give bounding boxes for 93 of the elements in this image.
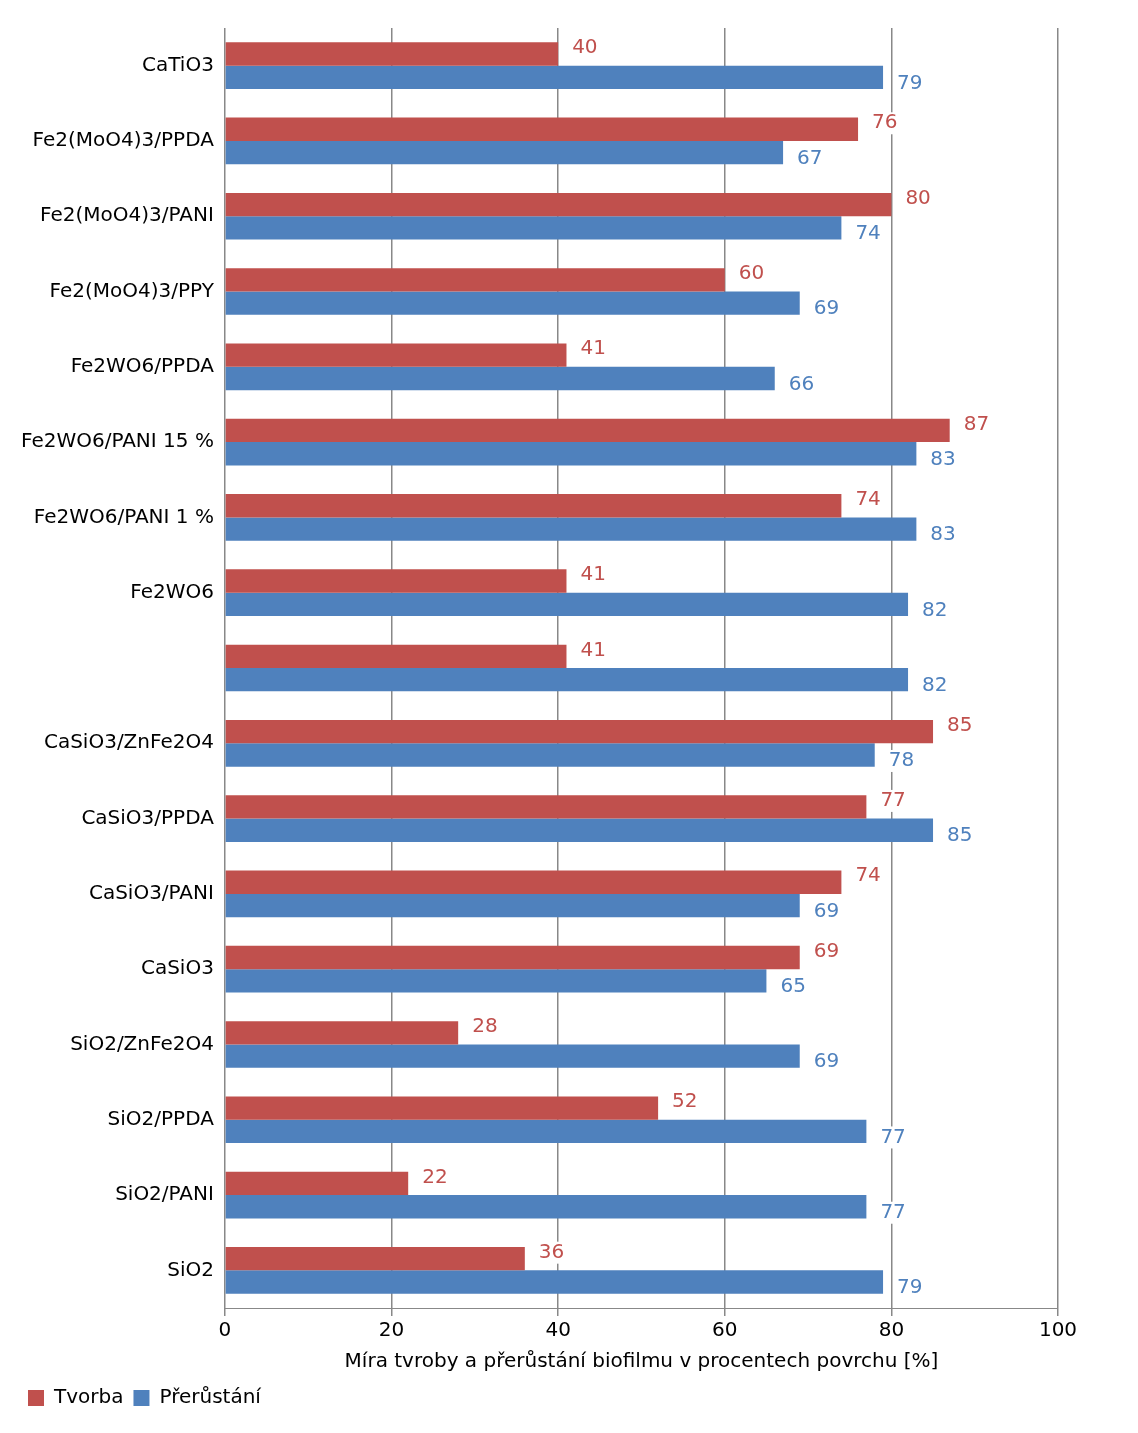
y-tick-label: Fe2WO6/PPDA xyxy=(70,353,215,378)
bar xyxy=(225,1044,800,1068)
data-label: 60 xyxy=(738,260,765,285)
data-label: 76 xyxy=(872,109,898,134)
data-label: 41 xyxy=(580,561,606,586)
x-tick-label: 20 xyxy=(378,1317,405,1342)
y-tick-label: Fe2WO6/PANI 15 % xyxy=(20,428,214,453)
data-label: 79 xyxy=(897,69,923,94)
bar xyxy=(225,517,917,541)
bar xyxy=(225,192,892,217)
y-tick-label: Fe2WO6/PANI 1 % xyxy=(33,503,214,528)
y-tick-label: SiO2/ZnFe2O4 xyxy=(70,1030,214,1055)
data-label: 52 xyxy=(672,1088,698,1113)
y-tick-label: CaSiO3/PPDA xyxy=(81,804,215,829)
data-label: 69 xyxy=(813,937,840,962)
bar xyxy=(225,1119,867,1144)
data-label: 69 xyxy=(813,1048,840,1073)
data-label: 74 xyxy=(855,220,881,245)
y-tick-label: Fe2(MoO4)3/PPY xyxy=(49,277,215,302)
data-label: 69 xyxy=(813,295,840,320)
bar xyxy=(225,268,725,292)
bar xyxy=(225,818,934,842)
y-tick-label: CaSiO3/PANI xyxy=(88,880,214,905)
data-label: 82 xyxy=(922,596,948,621)
bar xyxy=(225,1171,409,1196)
data-label: 67 xyxy=(797,144,823,169)
x-tick-label: 60 xyxy=(712,1317,738,1342)
x-tick-label: 0 xyxy=(218,1317,232,1342)
bar xyxy=(225,291,800,315)
y-tick-label: SiO2/PPDA xyxy=(107,1105,215,1130)
y-tick-label: Fe2(MoO4)3/PANI xyxy=(40,202,214,227)
data-label: 78 xyxy=(888,747,915,772)
y-tick-label: CaSiO3 xyxy=(140,955,214,980)
data-label: 85 xyxy=(947,711,973,736)
data-label: 77 xyxy=(880,787,906,812)
bar xyxy=(225,117,859,141)
bar xyxy=(225,592,909,617)
bar xyxy=(225,795,867,819)
data-label: 82 xyxy=(922,671,948,696)
bar xyxy=(225,668,909,692)
bar xyxy=(225,945,800,970)
bar xyxy=(225,216,842,240)
bar xyxy=(225,65,884,89)
data-label: 74 xyxy=(855,862,881,887)
y-tick-label: SiO2/PANI xyxy=(115,1181,214,1206)
bar xyxy=(225,1195,867,1219)
data-label: 77 xyxy=(880,1123,906,1148)
data-label: 36 xyxy=(538,1238,565,1263)
bar xyxy=(225,569,567,593)
bar xyxy=(225,494,842,518)
data-label: 22 xyxy=(422,1163,448,1188)
bar xyxy=(225,1096,659,1120)
x-axis-title: Míra tvroby a přerůstání biofilmu v procentech povrchu [%] xyxy=(344,1348,939,1373)
data-label: 80 xyxy=(905,184,931,209)
x-tick-label: 80 xyxy=(878,1317,905,1342)
bar xyxy=(225,442,917,466)
y-tick-label: Fe2(MoO4)3/PPDA xyxy=(32,127,215,152)
x-tick-label: 100 xyxy=(1038,1317,1078,1342)
data-label: 83 xyxy=(930,445,956,470)
bar xyxy=(225,743,875,767)
data-label: 41 xyxy=(580,335,606,360)
bar xyxy=(225,140,784,165)
data-label: 77 xyxy=(880,1198,906,1223)
data-label: 85 xyxy=(947,822,973,847)
bar xyxy=(225,870,842,894)
bar xyxy=(225,644,567,668)
bar xyxy=(225,1021,459,1045)
bar xyxy=(225,418,950,443)
data-label: 79 xyxy=(897,1274,923,1299)
legend-label: Přerůstání xyxy=(159,1384,263,1409)
bar xyxy=(225,969,767,993)
data-label: 74 xyxy=(855,485,881,510)
y-tick-label: SiO2 xyxy=(167,1256,214,1281)
bar xyxy=(225,1270,884,1294)
data-label: 65 xyxy=(780,973,806,998)
y-tick-label: Fe2WO6 xyxy=(130,578,214,603)
data-label: 69 xyxy=(813,897,840,922)
data-label: 28 xyxy=(472,1013,498,1037)
bar xyxy=(225,893,800,918)
bar xyxy=(225,1247,525,1271)
bar xyxy=(225,719,934,744)
data-label: 87 xyxy=(963,410,990,435)
legend-label: Tvorba xyxy=(53,1384,124,1409)
data-label: 40 xyxy=(572,34,598,59)
y-tick-label: CaTiO3 xyxy=(142,51,214,76)
y-tick-label: CaSiO3/ZnFe2O4 xyxy=(43,729,214,754)
bar xyxy=(225,366,775,391)
data-label: 66 xyxy=(788,370,815,395)
bar xyxy=(225,343,567,367)
x-tick-label: 40 xyxy=(545,1317,571,1342)
data-label: 41 xyxy=(580,636,606,661)
bar xyxy=(225,42,559,66)
data-label: 83 xyxy=(930,521,956,546)
